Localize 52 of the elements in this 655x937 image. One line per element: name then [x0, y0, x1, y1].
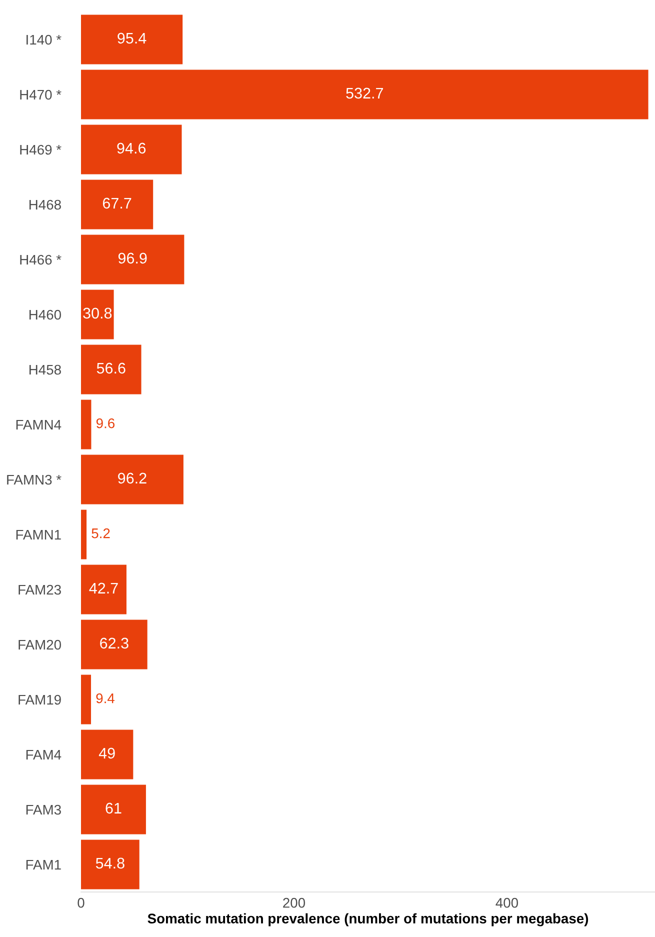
bar	[81, 784, 146, 834]
bar	[81, 454, 184, 504]
bar	[81, 290, 114, 340]
bar	[81, 180, 154, 230]
data-label: 49	[98, 748, 115, 759]
y-tick-label: H468	[29, 200, 61, 210]
data-label: 5.2	[92, 528, 110, 538]
y-tick-label: FAMN1	[16, 530, 61, 540]
bar	[81, 344, 142, 394]
x-axis-title: Somatic mutation prevalence (number of mutations per megabase)	[148, 913, 588, 926]
y-tick-label: FAMN4	[16, 420, 62, 430]
data-label: 532.7	[346, 88, 383, 99]
data-label: 61	[106, 802, 122, 814]
data-label: 9.4	[96, 693, 115, 704]
data-label: 96.2	[118, 472, 146, 484]
data-label: 67.7	[102, 198, 132, 209]
y-tick-label: H460	[29, 310, 62, 320]
data-label: 62.3	[100, 638, 128, 649]
data-label: 54.8	[96, 858, 124, 869]
y-tick-label: H469 *	[20, 144, 62, 155]
bar	[81, 14, 183, 64]
x-tick-label: 0	[78, 898, 84, 908]
data-label: 94.6	[117, 142, 146, 154]
bar	[81, 70, 648, 120]
data-label: 96.9	[118, 252, 147, 264]
y-tick-label: I140 *	[26, 34, 62, 45]
data-label: 42.7	[89, 582, 118, 594]
data-label: 95.4	[118, 32, 146, 44]
y-tick-label: FAM3	[26, 804, 61, 815]
bar	[81, 620, 148, 670]
y-tick-label: H458	[29, 364, 61, 375]
y-tick-label: FAMN3 *	[7, 474, 62, 485]
bar	[81, 674, 92, 724]
data-label: 9.6	[96, 418, 115, 428]
bar	[81, 400, 92, 450]
y-tick-label: H466 *	[20, 254, 62, 265]
bar	[81, 510, 87, 560]
bar	[81, 840, 140, 890]
bar	[81, 564, 126, 614]
bar	[81, 730, 134, 780]
y-tick-label: H470 *	[20, 90, 62, 100]
y-tick-label: FAM4	[26, 750, 62, 760]
y-tick-label: FAM1	[26, 860, 61, 870]
y-tick-label: FAM23	[18, 584, 61, 595]
x-tick-label: 200	[283, 898, 306, 908]
data-label: 30.8	[83, 308, 112, 319]
y-tick-label: FAM19	[18, 694, 61, 705]
bar	[81, 124, 182, 174]
x-tick-label: 400	[496, 898, 518, 908]
bar	[81, 234, 184, 284]
data-label: 56.6	[96, 362, 126, 374]
y-tick-label: FAM20	[18, 640, 62, 650]
